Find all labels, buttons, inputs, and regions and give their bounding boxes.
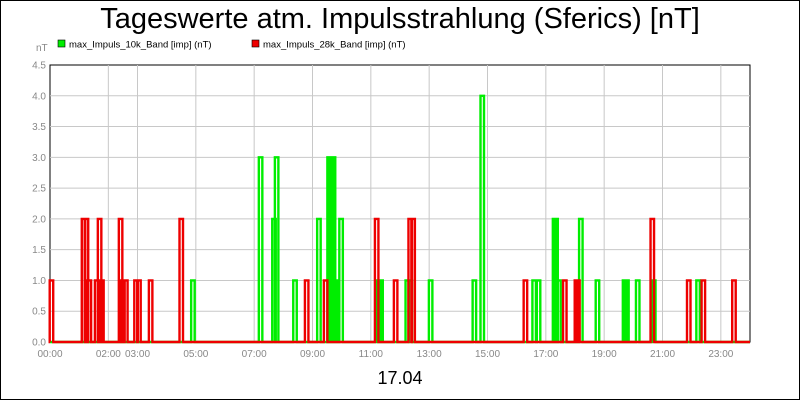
x-tick-label: 17:00 — [533, 349, 558, 360]
x-axis-ticks: 00:00 02:00 03:00 05:00 07:00 09:00 11:00 13:00… — [37, 349, 733, 360]
legend: max_Impuls_10k_Band [imp] (nT) max_Impuls… — [57, 39, 406, 51]
legend-swatch — [57, 39, 66, 48]
x-tick-label: 02:00 — [96, 349, 121, 360]
x-tick-label: 19:00 — [592, 349, 617, 360]
x-tick-label: 00:00 — [37, 349, 62, 360]
x-tick-label: 13:00 — [417, 349, 442, 360]
y-tick-label: 3.0 — [32, 153, 46, 164]
y-tick-label: 0.5 — [32, 307, 46, 318]
y-tick-label: 0.0 — [32, 338, 46, 349]
chart-title: Tageswerte atm. Impulsstrahlung (Sferics… — [100, 3, 700, 35]
series-layer — [48, 94, 750, 344]
y-tick-label: 2.0 — [32, 214, 46, 225]
plot-area — [49, 64, 751, 343]
x-tick-label: 11:00 — [359, 349, 384, 360]
x-tick-label: 09:00 — [300, 349, 325, 360]
x-tick-label: 15:00 — [475, 349, 500, 360]
y-axis-unit-label: nT — [36, 43, 48, 54]
legend-label: max_Impuls_10k_Band [imp] (nT) — [69, 40, 212, 51]
y-tick-label: 4.0 — [32, 91, 46, 102]
y-tick-label: 2.5 — [32, 184, 46, 195]
series-2 — [48, 217, 750, 344]
y-tick-label: 3.5 — [32, 122, 46, 133]
legend-label: max_Impuls_28k_Band [imp] (nT) — [263, 40, 406, 51]
y-tick-label: 1.5 — [32, 245, 46, 256]
x-tick-label: 23:00 — [708, 349, 733, 360]
x-tick-label: 05:00 — [183, 349, 208, 360]
y-tick-label: 4.5 — [32, 61, 46, 72]
x-tick-label: 21:00 — [650, 349, 675, 360]
grid-lines — [50, 65, 750, 342]
y-tick-label: 1.0 — [32, 276, 46, 287]
x-tick-label: 03:00 — [125, 349, 150, 360]
legend-swatch — [251, 39, 260, 48]
x-axis-date-label: 17.04 — [377, 368, 423, 388]
x-tick-label: 07:00 — [242, 349, 267, 360]
series-line — [48, 217, 750, 344]
y-axis-ticks: 0.0 0.5 1.0 1.5 2.0 2.5 3.0 3.5 4.0 4.5 — [32, 61, 46, 349]
